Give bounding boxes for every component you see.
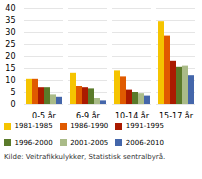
html-text:1991-1995: 1991-1995 bbox=[125, 122, 164, 131]
svg-text:15: 15 bbox=[5, 64, 15, 73]
svg-text:5: 5 bbox=[10, 88, 15, 97]
html-text:1981-1985: 1981-1985 bbox=[14, 122, 53, 131]
html-text:2001-2005: 2001-2005 bbox=[70, 138, 109, 147]
svg-text:40: 40 bbox=[5, 4, 15, 13]
html-text:1986-1990: 1986-1990 bbox=[70, 122, 109, 131]
html-text:2006-2010: 2006-2010 bbox=[125, 138, 164, 147]
svg-text:10-14 år: 10-14 år bbox=[115, 111, 150, 118]
svg-text:0-5 år: 0-5 år bbox=[32, 111, 57, 118]
svg-text:0: 0 bbox=[10, 100, 15, 109]
html-text:Kilde: Veitrafikkulykker, Stat: Kilde: Veitrafikkulykker, Statistisk sen… bbox=[4, 153, 166, 161]
svg-text:35: 35 bbox=[5, 16, 15, 25]
svg-text:10: 10 bbox=[5, 76, 15, 85]
svg-text:6-9 år: 6-9 år bbox=[76, 111, 101, 118]
svg-text:25: 25 bbox=[5, 40, 15, 49]
svg-text:30: 30 bbox=[5, 28, 15, 37]
svg-text:15-17 år: 15-17 år bbox=[159, 111, 194, 118]
svg-text:20: 20 bbox=[5, 52, 15, 61]
html-text:1996-2000: 1996-2000 bbox=[14, 138, 53, 147]
